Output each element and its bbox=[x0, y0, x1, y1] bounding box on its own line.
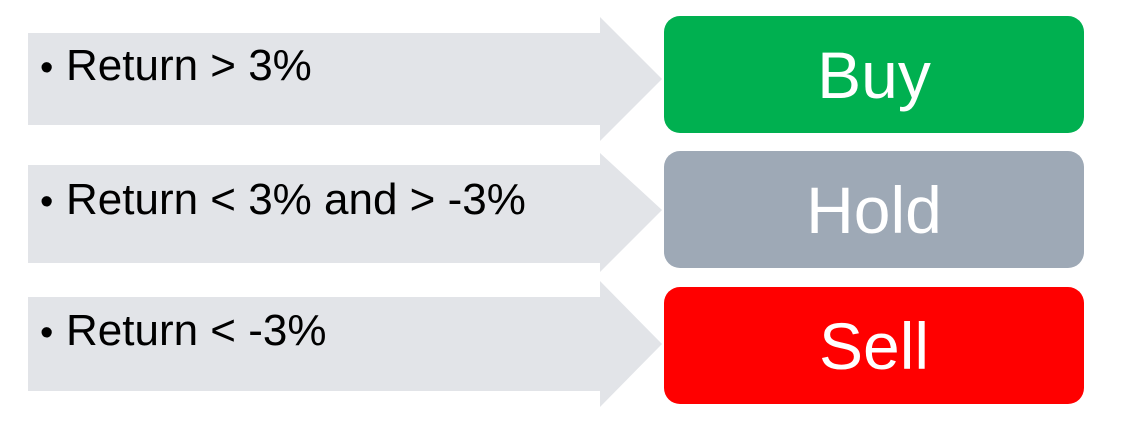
arrow-shape-3 bbox=[28, 281, 662, 407]
decision-hold: Hold bbox=[664, 151, 1084, 268]
decision-buy-label: Buy bbox=[817, 37, 931, 112]
condition-3-label: Return < -3% bbox=[66, 306, 327, 355]
condition-2: • Return < 3% and > -3% bbox=[40, 175, 526, 227]
bullet-icon: • bbox=[40, 181, 54, 223]
arrow-shape-2 bbox=[28, 153, 662, 272]
decision-sell-label: Sell bbox=[818, 308, 930, 383]
bullet-icon: • bbox=[40, 312, 54, 354]
condition-1: • Return > 3% bbox=[40, 41, 312, 93]
condition-3: • Return < -3% bbox=[40, 306, 326, 358]
condition-2-label: Return < 3% and > -3% bbox=[66, 175, 526, 224]
bullet-icon: • bbox=[40, 47, 54, 89]
decision-sell: Sell bbox=[664, 287, 1084, 404]
decision-buy: Buy bbox=[664, 16, 1084, 133]
condition-1-label: Return > 3% bbox=[66, 41, 312, 90]
arrow-shape-1 bbox=[28, 17, 662, 141]
decision-hold-label: Hold bbox=[806, 172, 942, 247]
